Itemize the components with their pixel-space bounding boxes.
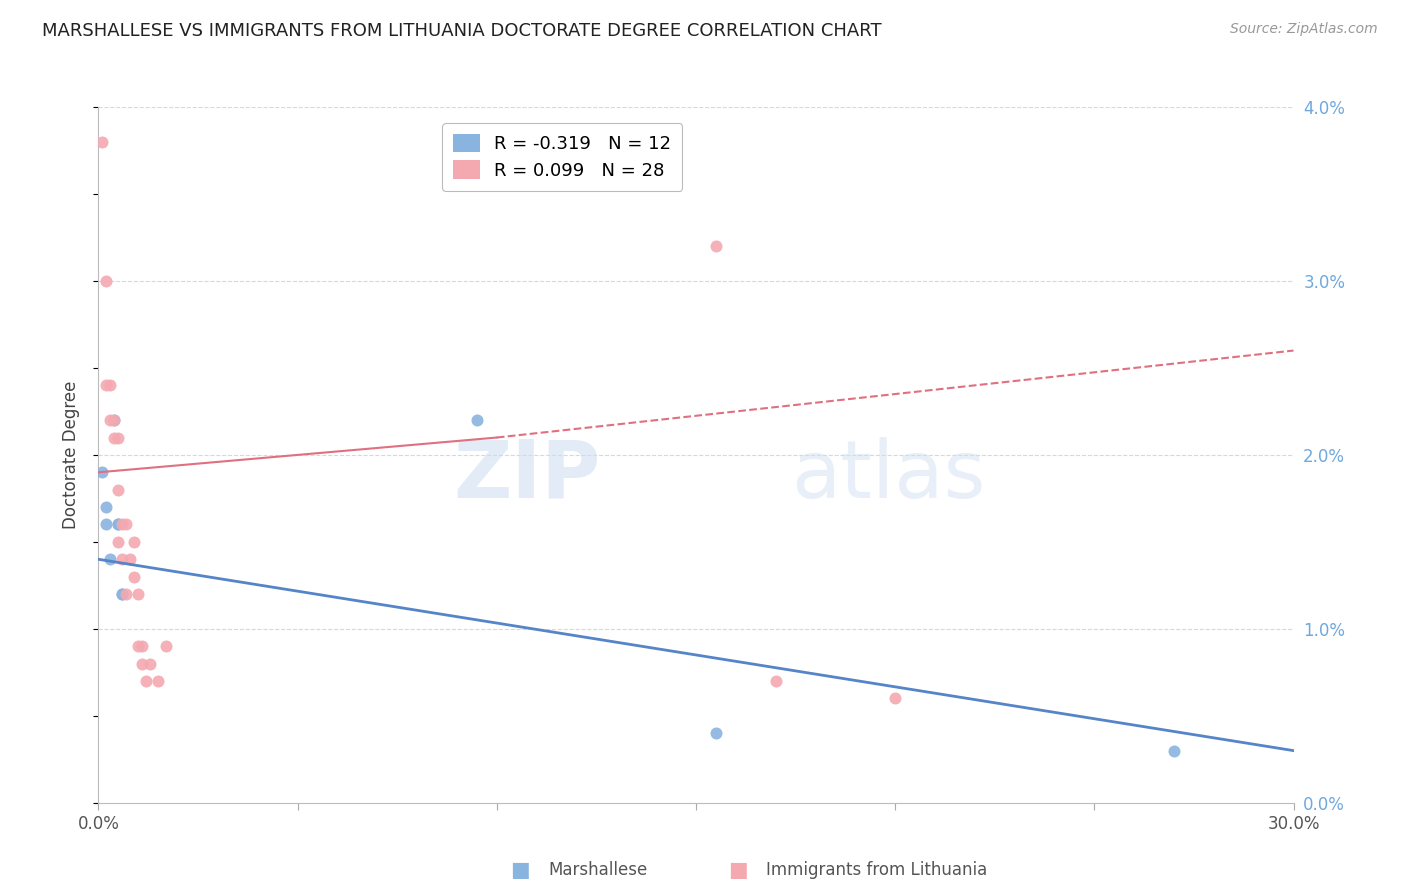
Point: [1163, 744, 1185, 758]
Point: [127, 639, 149, 653]
Point: [139, 657, 162, 671]
Point: [111, 517, 134, 532]
Point: [103, 413, 125, 427]
Point: [111, 587, 134, 601]
Text: ■: ■: [510, 860, 530, 880]
Point: [115, 517, 138, 532]
Point: [465, 413, 488, 427]
Point: [107, 517, 129, 532]
Point: [127, 587, 149, 601]
Point: [91, 135, 114, 149]
Point: [131, 657, 153, 671]
Point: [111, 587, 134, 601]
Text: atlas: atlas: [792, 437, 986, 515]
Point: [103, 431, 125, 445]
Point: [155, 639, 177, 653]
Point: [124, 570, 146, 584]
Y-axis label: Doctorate Degree: Doctorate Degree: [62, 381, 80, 529]
Point: [135, 674, 157, 689]
Point: [765, 674, 787, 689]
Point: [96, 517, 118, 532]
Point: [884, 691, 907, 706]
Text: MARSHALLESE VS IMMIGRANTS FROM LITHUANIA DOCTORATE DEGREE CORRELATION CHART: MARSHALLESE VS IMMIGRANTS FROM LITHUANIA…: [42, 22, 882, 40]
Point: [100, 378, 122, 392]
Point: [120, 552, 142, 566]
Point: [107, 483, 129, 497]
Point: [96, 500, 118, 514]
Point: [96, 274, 118, 288]
Point: [148, 674, 170, 689]
Point: [91, 466, 114, 480]
Point: [704, 726, 727, 740]
Point: [124, 535, 146, 549]
Point: [96, 378, 118, 392]
Text: ■: ■: [728, 860, 748, 880]
Point: [107, 431, 129, 445]
Point: [704, 239, 727, 253]
Point: [103, 413, 125, 427]
Legend: R = -0.319   N = 12, R = 0.099   N = 28: R = -0.319 N = 12, R = 0.099 N = 28: [441, 123, 682, 191]
Point: [111, 552, 134, 566]
Text: Source: ZipAtlas.com: Source: ZipAtlas.com: [1230, 22, 1378, 37]
Text: Immigrants from Lithuania: Immigrants from Lithuania: [766, 861, 987, 879]
Point: [115, 587, 138, 601]
Point: [100, 413, 122, 427]
Text: Marshallese: Marshallese: [548, 861, 648, 879]
Point: [100, 552, 122, 566]
Text: ZIP: ZIP: [453, 437, 600, 515]
Point: [107, 517, 129, 532]
Point: [131, 639, 153, 653]
Point: [107, 535, 129, 549]
